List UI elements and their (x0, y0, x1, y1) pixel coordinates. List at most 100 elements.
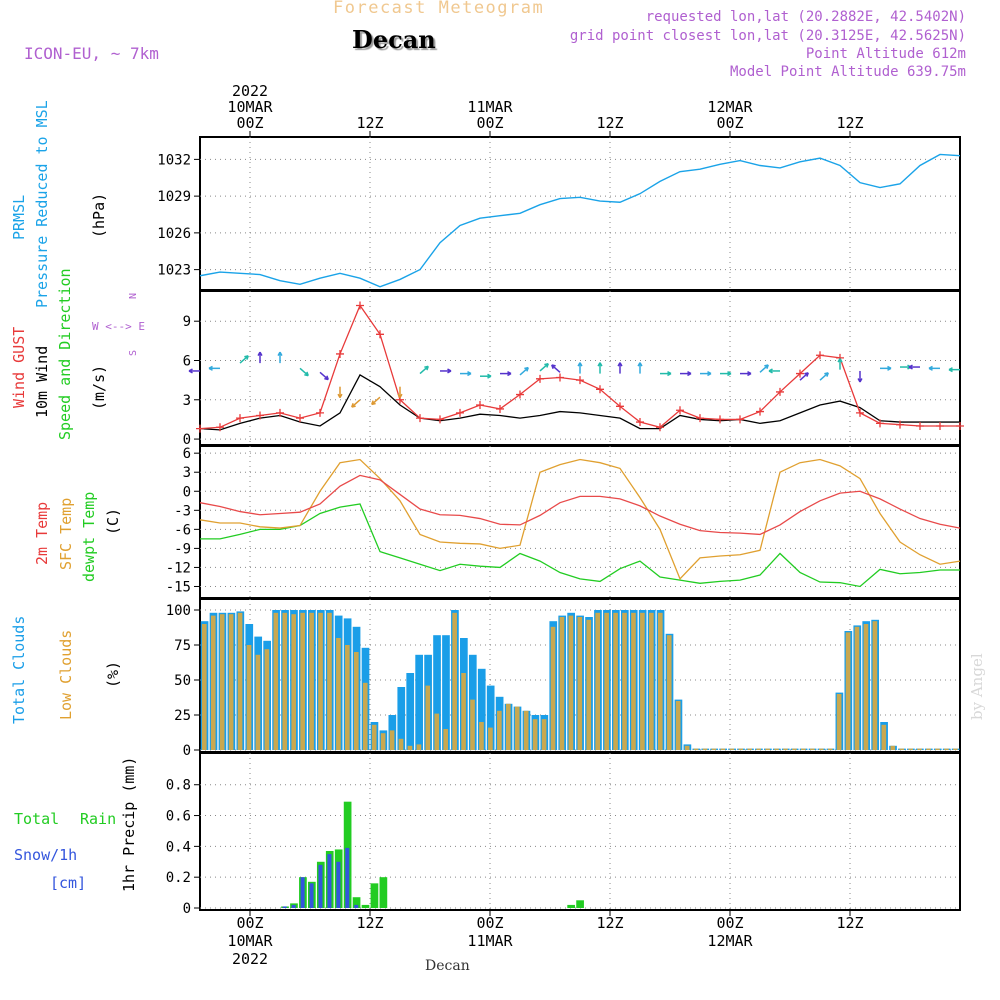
low-cloud-bar (461, 673, 466, 750)
low-cloud-bar (246, 645, 252, 750)
low-cloud-bar (926, 748, 931, 750)
low-cloud-bar (425, 685, 431, 750)
rain-label: Rain (80, 810, 117, 828)
wind-arrow-head (257, 351, 263, 356)
low-cloud-bar (827, 748, 833, 750)
snow-bar (282, 906, 287, 908)
wind-arrow (351, 399, 361, 408)
sfc-temp-line (199, 458, 961, 581)
low-cloud-bar (550, 626, 556, 750)
total-rain-label: Total (14, 810, 60, 828)
wind-arrow-head (804, 372, 809, 377)
low-cloud-bar (309, 612, 314, 750)
y-tick-label: 0 (183, 484, 191, 500)
low-cloud-bar (228, 614, 234, 750)
model-label: ICON-EU, ~ 7km (24, 44, 159, 63)
wind-arrow-head (324, 375, 329, 381)
low-cloud-bar (953, 748, 958, 750)
low-cloud-bar (523, 710, 529, 750)
snow-bar (291, 904, 296, 908)
low-cloud-bar (684, 745, 690, 750)
total-cloud-bar (397, 687, 406, 750)
wind-arrow-head (551, 364, 556, 370)
low-cloud-bar (899, 748, 905, 750)
time-label-top: 00Z (716, 114, 743, 132)
gust-marker (456, 408, 464, 417)
wind-arrow-head (397, 393, 403, 399)
low-cloud-bar (738, 748, 744, 750)
wind-arrow-head (764, 364, 769, 370)
gust-marker (936, 421, 944, 430)
wind-arrow-head (908, 364, 913, 370)
requested-coords: requested lon,lat (20.2882E, 42.5402N) (645, 9, 966, 25)
gust-marker (496, 404, 504, 413)
wind-arrow (819, 372, 829, 381)
total-cloud-bar (433, 635, 441, 750)
low-cloud-bar (541, 719, 547, 750)
gust-marker (956, 421, 964, 430)
low-cloud-bar (774, 748, 779, 750)
low-cloud-bar (604, 612, 609, 750)
low-cloud-bar (747, 748, 753, 750)
low-cloud-bar (568, 615, 574, 750)
station-title: Decan (352, 25, 436, 54)
y-tick-label: 1029 (157, 189, 191, 205)
low-cloud-bar (801, 748, 806, 750)
gridpoint-coords: grid point closest lon,lat (20.3125E, 42… (569, 28, 966, 44)
low-cloud-bar (300, 612, 305, 750)
low-cloud-bar (845, 632, 851, 750)
wind-arrow (759, 364, 769, 373)
total-cloud-bar (406, 673, 415, 750)
rain-bar (576, 900, 584, 908)
time-label-top: 11MAR (467, 98, 513, 116)
low-cloud-bar (380, 733, 386, 750)
panel-frame-2 (199, 445, 961, 599)
gust-marker (696, 414, 704, 423)
low-cloud-bar (657, 612, 663, 750)
low-cloud-bar (345, 645, 350, 750)
low-cloud-bar (792, 748, 797, 750)
gust-marker (536, 374, 544, 383)
gust-marker (216, 423, 224, 432)
gust-marker (756, 407, 764, 416)
y-tick-label: -6 (174, 522, 191, 538)
time-label-top: 2022 (232, 82, 268, 100)
low-cloud-bar (532, 719, 538, 750)
wind-10m-line (199, 373, 960, 431)
time-label-top: 10MAR (227, 98, 273, 116)
gust-marker (336, 349, 344, 358)
y-tick-label: 0 (183, 432, 191, 448)
wind-arrow (419, 365, 429, 375)
low-cloud-bar (622, 612, 627, 750)
gust-marker (816, 351, 824, 360)
y-tick-label: 25 (174, 708, 191, 724)
time-label-bottom: 11MAR (467, 932, 513, 950)
wind-arrow-head (524, 366, 529, 372)
gust-marker (796, 369, 804, 378)
y-tick-label: 75 (174, 638, 191, 654)
wind-arrow-head (304, 371, 309, 377)
y-tick-label: 1026 (157, 226, 191, 242)
y-tick-label: 50 (174, 673, 191, 689)
wind-arrow-head (928, 365, 933, 371)
low-cloud-bar (631, 612, 636, 750)
time-label-bottom: 10MAR (227, 932, 273, 950)
snow-bar (327, 854, 332, 908)
y-tick-label: 0.2 (166, 870, 191, 886)
low-cloud-bar (854, 626, 860, 750)
wind-arrow-head (617, 362, 623, 367)
wind-arrow-head (747, 371, 752, 377)
wind-arrow (299, 367, 309, 377)
y-tick-label: 6 (183, 353, 191, 369)
wind-arrow-head (188, 368, 193, 374)
low-cloud-bar (756, 748, 761, 750)
low-cloud-bar (702, 748, 708, 750)
y-tick-label: 1023 (157, 263, 191, 279)
low-cloud-bar (514, 706, 520, 750)
panel-frame-0 (199, 136, 961, 291)
wind-arrow-head (208, 365, 213, 371)
low-cloud-bar (783, 748, 788, 750)
low-cloud-bar (613, 612, 618, 750)
time-label-bottom: 12MAR (707, 932, 753, 950)
